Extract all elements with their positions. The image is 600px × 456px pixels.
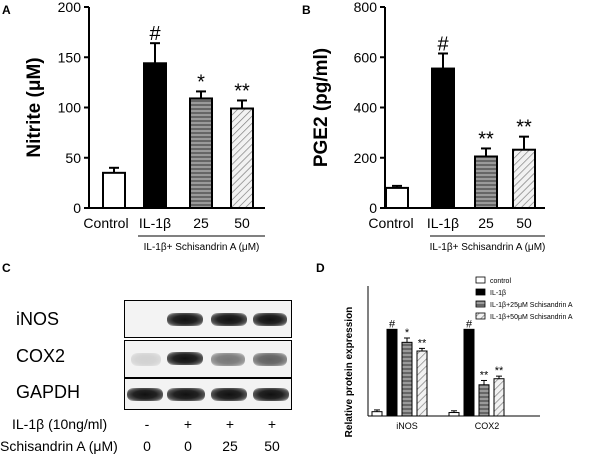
bar-25 [189, 97, 213, 209]
bar-iNOS-series-1 [386, 328, 398, 417]
significance-mark: ** [234, 80, 250, 102]
condition-label-schisandrin: Schisandrin A (μM) [0, 438, 118, 454]
y-axis-title: Relative protein expression [344, 307, 355, 438]
group-label: IL-1β+ Schisandrin A (μM) [430, 242, 546, 253]
bar-iNOS-series-0 [371, 411, 383, 417]
blot-label-inos: iNOS [16, 309, 60, 329]
legend-entry: control [490, 278, 511, 285]
bar-Control [102, 171, 126, 209]
bar-iNOS-series-2 [401, 341, 413, 417]
significance-mark: ** [480, 369, 489, 381]
category-label: IL-1β [427, 215, 459, 231]
condition-value: 0 [143, 438, 151, 454]
y-tick-label: 600 [354, 49, 378, 65]
significance-mark: # [466, 318, 473, 330]
blot-image-inos [124, 300, 292, 338]
panel-d-chart: Relative protein expression #***iNOS#** **… [344, 276, 573, 438]
panel-b-chart: 0 200 400 600 800 PGE2 (pg/ml) Control # IL-1β **… [311, 0, 545, 253]
bar-Control [385, 186, 409, 209]
bar-50 [230, 107, 254, 209]
y-tick-label: 200 [354, 150, 378, 166]
category-label: 50 [234, 215, 250, 231]
blot-label-gapdh: GAPDH [16, 382, 81, 402]
bar-COX2-series-1 [463, 328, 475, 417]
panel-label-a: A [2, 3, 11, 17]
category-label: 25 [193, 215, 209, 231]
panel-label-c: C [2, 261, 11, 275]
condition-value: 25 [222, 438, 238, 454]
y-tick-label: 100 [58, 100, 82, 116]
bar-50 [512, 148, 536, 210]
condition-value: - [144, 416, 150, 432]
category-label: IL-1β [139, 215, 171, 231]
blot-image-cox2 [124, 340, 292, 378]
y-tick-label: 400 [354, 100, 378, 116]
y-axis-title: Nitrite (μM) [24, 57, 45, 157]
y-tick-label: 150 [58, 49, 82, 65]
y-tick-label: 50 [65, 150, 81, 166]
legend-entry: IL-1β+50μM Schisandrin A [490, 314, 573, 321]
legend-swatch [475, 312, 486, 320]
significance-mark: # [389, 318, 396, 330]
legend-swatch [475, 276, 486, 284]
category-label: COX2 [475, 421, 500, 431]
bar-25 [474, 155, 498, 209]
significance-mark: ** [418, 337, 427, 349]
significance-mark: * [405, 327, 410, 339]
blot-label-cox2: COX2 [16, 346, 66, 366]
category-label: Control [368, 215, 413, 231]
bar-COX2-series-0 [448, 412, 460, 417]
bar-IL-1β [431, 67, 455, 210]
significance-mark: ** [495, 365, 504, 377]
bar-COX2-series-3 [493, 378, 505, 417]
panel-label-b: B [302, 3, 311, 17]
category-label: 25 [478, 215, 494, 231]
y-tick-label: 0 [73, 200, 81, 216]
condition-value: 0 [184, 438, 192, 454]
bar-COX2-series-2 [478, 384, 490, 417]
significance-mark: * [197, 71, 205, 93]
significance-mark: ** [478, 128, 494, 150]
legend-swatch [475, 288, 486, 296]
y-tick-label: 800 [354, 0, 378, 15]
condition-value: + [267, 416, 277, 432]
significance-mark: # [149, 23, 161, 45]
legend-swatch [475, 300, 486, 308]
panel-a-chart: 0 50 100 150 200 Nitrite (μM) Control # IL-1β * 25… [24, 0, 265, 253]
panel-label-d: D [316, 261, 325, 275]
bar-IL-1β [143, 62, 167, 209]
category-label: iNOS [396, 421, 418, 431]
condition-value: + [183, 416, 193, 432]
y-axis-title: PGE2 (pg/ml) [311, 48, 332, 167]
significance-mark: # [437, 33, 449, 55]
y-tick-label: 200 [58, 0, 82, 15]
significance-mark: ** [516, 117, 532, 139]
blot-image-gapdh [124, 378, 292, 410]
category-label: 50 [516, 215, 532, 231]
y-tick-label: 0 [369, 200, 377, 216]
legend-entry: IL-1β [490, 290, 506, 297]
condition-value: + [225, 416, 235, 432]
condition-value: 50 [264, 438, 280, 454]
condition-label-il1b: IL-1β (10ng/ml) [12, 416, 108, 432]
category-label: Control [83, 215, 128, 231]
legend-entry: IL-1β+25μM Schisandrin A [490, 302, 573, 309]
group-label: IL-1β+ Schisandrin A (μM) [144, 242, 260, 253]
bar-iNOS-series-3 [416, 350, 428, 417]
